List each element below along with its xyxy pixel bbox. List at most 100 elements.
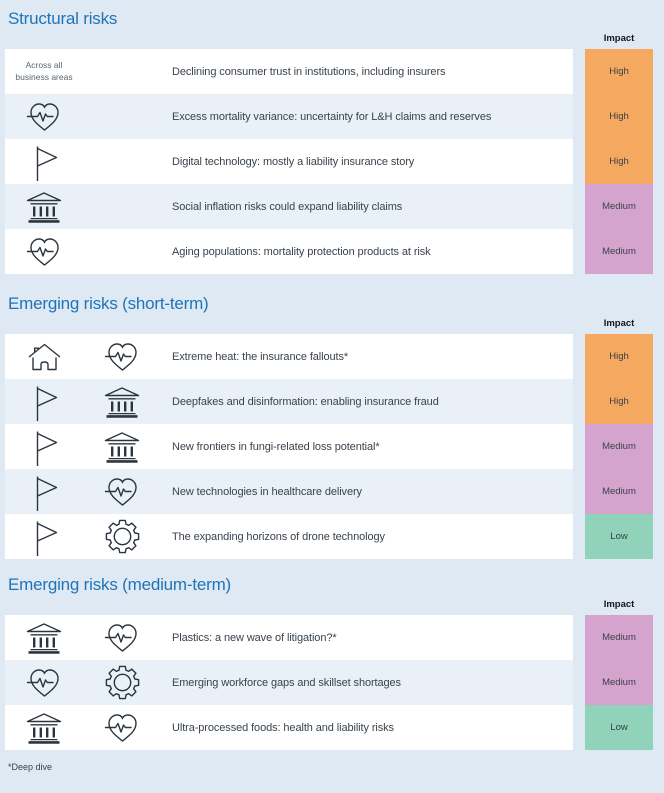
risk-row: Plastics: a new wave of litigation?* Medi… — [5, 615, 653, 660]
risk-row-main-cell: Digital technology: mostly a liability i… — [5, 139, 573, 184]
risk-text: Ultra-processed foods: health and liabil… — [172, 721, 394, 734]
impact-cell: High — [585, 94, 653, 139]
flag-icon — [5, 142, 83, 182]
icon-region — [5, 184, 172, 229]
row-spacer — [573, 94, 585, 139]
icon-region — [5, 139, 172, 184]
icon-region — [5, 229, 172, 274]
section-title: Structural risks — [8, 9, 118, 28]
icon-region — [5, 379, 172, 424]
icon-region — [5, 469, 172, 514]
risk-row: Ultra-processed foods: health and liabil… — [5, 705, 653, 750]
icon-region — [5, 615, 172, 660]
row-spacer — [573, 705, 585, 750]
gear-icon — [83, 664, 161, 701]
bank-icon — [83, 385, 161, 419]
icon-region: Across all business areas — [5, 49, 172, 94]
risk-row: Deepfakes and disinformation: enabling i… — [5, 379, 653, 424]
impact-cell: Medium — [585, 469, 653, 514]
heart-pulse-icon — [5, 666, 83, 699]
risk-rows: Across all business areas Declining consum… — [5, 49, 653, 274]
impact-cell: Medium — [585, 615, 653, 660]
bank-icon — [5, 711, 83, 745]
section-title: Emerging risks (medium-term) — [8, 575, 231, 594]
row-spacer — [573, 660, 585, 705]
section-title: Emerging risks (short-term) — [8, 294, 209, 313]
risk-text: Extreme heat: the insurance fallouts* — [172, 350, 349, 363]
impact-cell: Medium — [585, 184, 653, 229]
heart-pulse-icon — [83, 340, 161, 373]
across-all-business-areas-label: Across all business areas — [15, 59, 73, 82]
heart-pulse-icon — [83, 475, 161, 508]
bank-icon — [5, 190, 83, 224]
risk-row: New frontiers in fungi-related loss pote… — [5, 424, 653, 469]
risk-text: Emerging workforce gaps and skillset sho… — [172, 676, 401, 689]
row-spacer — [573, 184, 585, 229]
risk-row: Social inflation risks could expand liab… — [5, 184, 653, 229]
risk-text: The expanding horizons of drone technolo… — [172, 530, 385, 543]
heart-pulse-icon — [83, 621, 161, 654]
risk-row-main-cell: New technologies in healthcare delivery — [5, 469, 573, 514]
risk-text: Digital technology: mostly a liability i… — [172, 155, 415, 168]
row-spacer — [573, 615, 585, 660]
flag-icon — [5, 382, 83, 422]
risk-text: Declining consumer trust in institutions… — [172, 65, 446, 78]
risk-text: New technologies in healthcare delivery — [172, 485, 362, 498]
risk-text: Deepfakes and disinformation: enabling i… — [172, 395, 439, 408]
section-emerging-risks-medium-term: Emerging risks (medium-term) Impact Plas… — [0, 574, 664, 750]
risk-rows: Plastics: a new wave of litigation?* Medi… — [5, 615, 653, 750]
risk-row-main-cell: Social inflation risks could expand liab… — [5, 184, 573, 229]
impact-cell: Low — [585, 705, 653, 750]
heart-pulse-icon — [5, 235, 83, 268]
flag-icon — [5, 517, 83, 557]
row-spacer — [573, 49, 585, 94]
risk-row: Digital technology: mostly a liability i… — [5, 139, 653, 184]
impact-cell: Medium — [585, 424, 653, 469]
risk-text: Plastics: a new wave of litigation?* — [172, 631, 337, 644]
icon-region — [5, 424, 172, 469]
icon-region — [5, 514, 172, 559]
risk-row-main-cell: Excess mortality variance: uncertainty f… — [5, 94, 573, 139]
impact-cell: High — [585, 379, 653, 424]
impact-cell: Medium — [585, 660, 653, 705]
risk-row: Across all business areas Declining consum… — [5, 49, 653, 94]
risk-text: Excess mortality variance: uncertainty f… — [172, 110, 492, 123]
heart-pulse-icon — [5, 100, 83, 133]
risk-row: Emerging workforce gaps and skillset sho… — [5, 660, 653, 705]
flag-icon — [5, 472, 83, 512]
risk-row-main-cell: Deepfakes and disinformation: enabling i… — [5, 379, 573, 424]
risk-row-main-cell: New frontiers in fungi-related loss pote… — [5, 424, 573, 469]
impact-header-row: Impact — [0, 32, 653, 45]
section-emerging-risks-short-term: Emerging risks (short-term) Impact Extre… — [0, 293, 664, 559]
gear-icon — [83, 518, 161, 555]
row-spacer — [573, 469, 585, 514]
risk-text: Aging populations: mortality protection … — [172, 245, 431, 258]
row-spacer — [573, 334, 585, 379]
deep-dive-footnote: *Deep dive — [8, 762, 53, 772]
risk-row-main-cell: Across all business areas Declining consum… — [5, 49, 573, 94]
impact-cell: Low — [585, 514, 653, 559]
icon-region — [5, 94, 172, 139]
row-spacer — [573, 424, 585, 469]
impact-header-row: Impact — [0, 598, 653, 611]
risk-row-main-cell: Aging populations: mortality protection … — [5, 229, 573, 274]
risk-row-main-cell: Extreme heat: the insurance fallouts* — [5, 334, 573, 379]
impact-column-header: Impact — [603, 318, 635, 329]
risk-row-main-cell: The expanding horizons of drone technolo… — [5, 514, 573, 559]
impact-cell: Medium — [585, 229, 653, 274]
impact-cell: High — [585, 49, 653, 94]
risk-row-main-cell: Emerging workforce gaps and skillset sho… — [5, 660, 573, 705]
icon-region — [5, 705, 172, 750]
heart-pulse-icon — [83, 711, 161, 744]
risk-row-main-cell: Plastics: a new wave of litigation?* — [5, 615, 573, 660]
risk-row: New technologies in healthcare delivery M… — [5, 469, 653, 514]
risk-row: Extreme heat: the insurance fallouts* Hig… — [5, 334, 653, 379]
impact-column-header: Impact — [603, 599, 635, 610]
row-spacer — [573, 229, 585, 274]
risk-row: Excess mortality variance: uncertainty f… — [5, 94, 653, 139]
flag-icon — [5, 427, 83, 467]
risk-row: Aging populations: mortality protection … — [5, 229, 653, 274]
bank-icon — [83, 430, 161, 464]
house-icon — [5, 341, 83, 372]
icon-region — [5, 660, 172, 705]
